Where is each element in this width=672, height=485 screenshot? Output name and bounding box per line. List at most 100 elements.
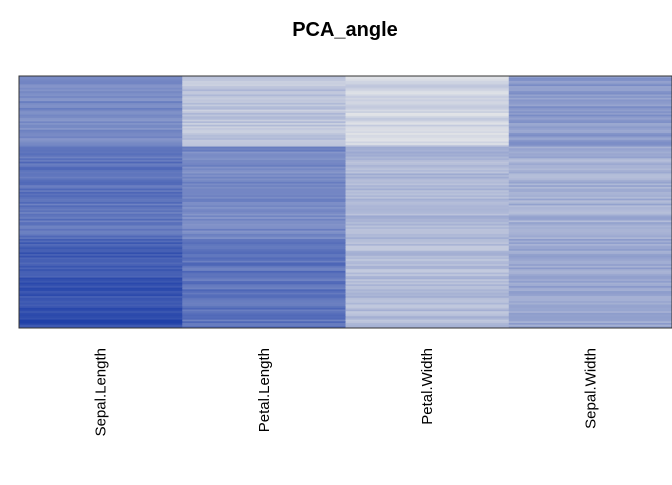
heatmap-cell	[182, 144, 346, 148]
heatmap-cell	[345, 146, 510, 149]
heatmap-cell	[182, 242, 346, 245]
heatmap-cell	[345, 112, 510, 116]
heatmap-cell	[508, 299, 672, 302]
heatmap-cell	[345, 296, 510, 299]
heatmap-cell	[182, 306, 346, 309]
heatmap-cell	[182, 141, 346, 144]
heatmap-cell	[182, 146, 346, 149]
heatmap-cell	[345, 294, 510, 297]
heatmap-cell	[182, 247, 346, 250]
heatmap-cell	[345, 324, 510, 327]
heatmap-cell	[508, 112, 672, 116]
heatmap-cell	[345, 274, 510, 277]
heatmap-cell	[182, 119, 346, 122]
heatmap-cell	[508, 134, 672, 137]
heatmap-cell	[19, 160, 183, 163]
heatmap-cell	[345, 123, 510, 126]
heatmap-cell	[508, 277, 672, 280]
heatmap-cell	[182, 254, 346, 257]
heatmap-cell	[508, 307, 672, 311]
heatmap-cell	[508, 260, 672, 263]
heatmap-cell	[508, 326, 672, 329]
heatmap-cell	[345, 97, 510, 101]
heatmap-cell	[182, 297, 346, 300]
heatmap-cell	[508, 124, 672, 127]
heatmap-cell	[182, 311, 346, 314]
heatmap-cell	[182, 326, 346, 329]
heatmap-cell	[182, 104, 346, 107]
heatmap-cell	[345, 87, 510, 90]
heatmap-cell	[19, 101, 183, 104]
column-label: Petal.Length	[256, 348, 273, 432]
heatmap-cell	[345, 86, 510, 89]
heatmap-cell	[19, 123, 183, 126]
heatmap-cell	[508, 265, 672, 269]
heatmap-cell	[182, 286, 346, 289]
heatmap-cell	[182, 84, 346, 87]
heatmap-cell	[182, 91, 346, 94]
heatmap-cell	[182, 225, 346, 228]
heatmap-cell	[508, 284, 672, 287]
heatmap-cell	[508, 146, 672, 149]
heatmap-cell	[508, 99, 672, 102]
heatmap-cell	[182, 186, 346, 190]
heatmap-cell	[508, 92, 672, 95]
heatmap-cell	[19, 324, 183, 327]
heatmap-cell	[508, 84, 672, 87]
heatmap-cell	[19, 173, 183, 176]
heatmap-cell	[345, 215, 510, 218]
heatmap-cell	[508, 195, 672, 198]
heatmap-cell	[19, 136, 183, 139]
heatmap-cell	[19, 165, 183, 168]
heatmap-cell	[19, 168, 183, 171]
heatmap-cell	[19, 121, 183, 124]
heatmap-cell	[345, 149, 510, 153]
heatmap-cell	[182, 203, 346, 206]
heatmap-cell	[345, 124, 510, 127]
heatmap-cell	[19, 297, 183, 300]
heatmap-cell	[19, 133, 183, 136]
heatmap-cell	[508, 170, 672, 173]
heatmap-cell	[508, 173, 672, 176]
heatmap-cell	[508, 301, 672, 304]
heatmap-cell	[345, 289, 510, 292]
heatmap-cell	[19, 317, 183, 321]
heatmap-cell	[19, 322, 183, 326]
heatmap-cell	[345, 227, 510, 230]
heatmap-cell	[345, 317, 510, 321]
heatmap-cell	[182, 280, 346, 284]
heatmap-cell	[508, 183, 672, 186]
heatmap-cell	[19, 76, 183, 79]
heatmap-cell	[508, 118, 672, 121]
heatmap-cell	[19, 202, 183, 205]
heatmap-cell	[508, 275, 672, 279]
heatmap-cell	[345, 311, 510, 314]
heatmap-cell	[508, 254, 672, 257]
heatmap-cell	[19, 287, 183, 290]
heatmap-cell	[19, 321, 183, 324]
heatmap-cell	[182, 86, 346, 89]
heatmap-cell	[19, 242, 183, 245]
heatmap-cell	[508, 111, 672, 114]
heatmap-cell	[345, 302, 510, 305]
heatmap-cell	[182, 111, 346, 114]
heatmap-cell	[19, 163, 183, 166]
column-label: Petal.Width	[419, 348, 436, 425]
heatmap-cell	[345, 171, 510, 174]
heatmap-cell	[182, 277, 346, 280]
heatmap-cell	[19, 254, 183, 257]
heatmap-cell	[508, 235, 672, 238]
heatmap-cell	[508, 193, 672, 196]
heatmap-cell	[345, 128, 510, 131]
heatmap-cell	[182, 299, 346, 302]
heatmap-cell	[19, 262, 183, 265]
heatmap-cell	[19, 92, 183, 95]
heatmap-cell	[345, 212, 510, 215]
heatmap-cell	[345, 250, 510, 253]
heatmap-cell	[182, 270, 346, 274]
heatmap-cell	[345, 109, 510, 112]
heatmap-cell	[182, 131, 346, 134]
heatmap-cell	[19, 193, 183, 196]
heatmap-cell	[19, 144, 183, 148]
heatmap-cell	[508, 319, 672, 322]
